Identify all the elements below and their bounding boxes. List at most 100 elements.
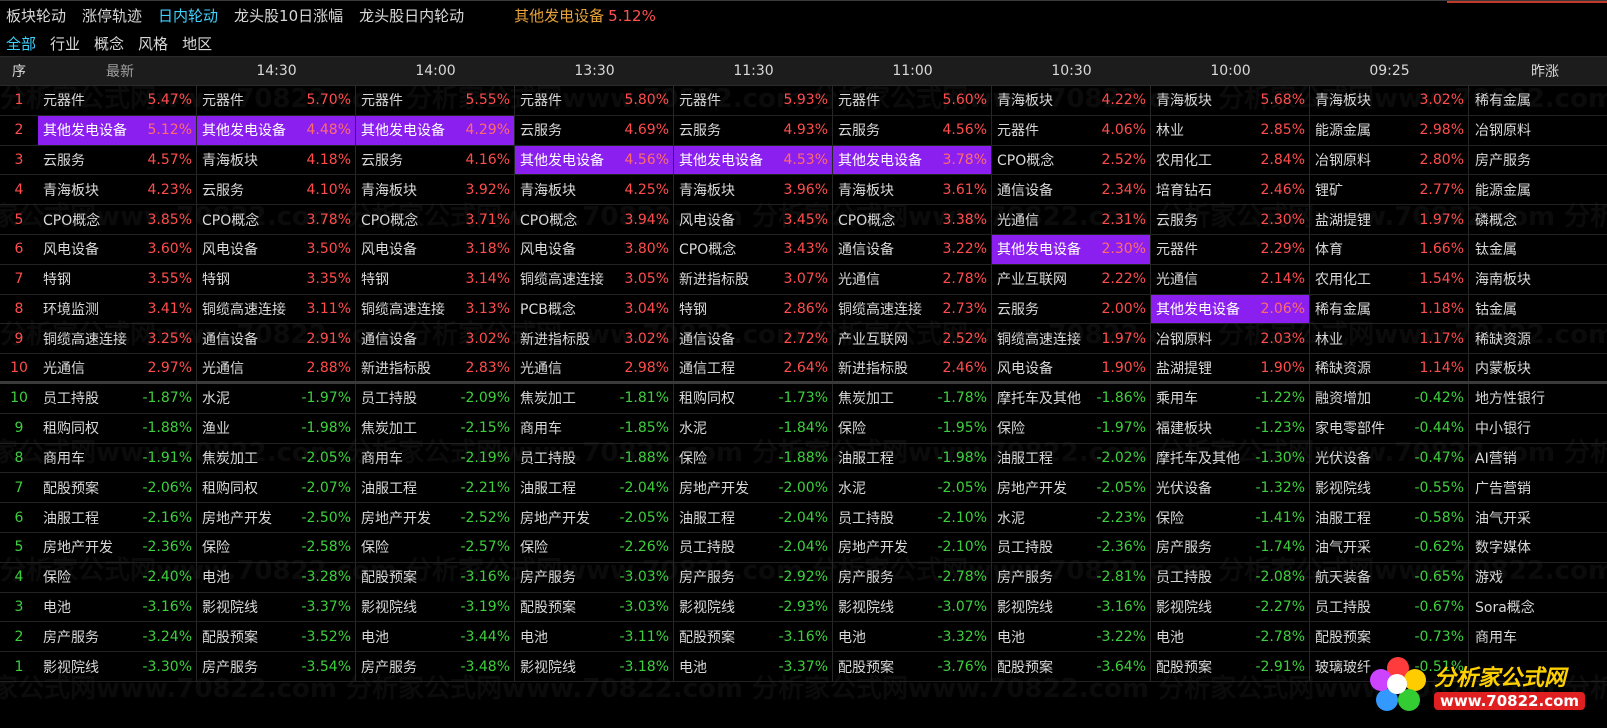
sector-cell[interactable]: 通信设备 2.34% (992, 175, 1151, 205)
sector-cell[interactable]: 员工持股 -2.10% (833, 503, 992, 532)
prev-gain-sector[interactable]: 冶钢原料 (1475, 123, 1531, 140)
sector-cell[interactable]: 铜缆高速连接 3.25% (38, 324, 197, 354)
sector-cell[interactable]: 配股预案 -3.76% (833, 652, 992, 681)
sector-cell[interactable]: 租购同权 -2.07% (197, 473, 356, 503)
sector-cell[interactable]: 冶钢原料 2.03% (1151, 324, 1310, 354)
sector-cell[interactable]: 商用车 -1.91% (38, 443, 197, 473)
prev-gain-sector[interactable]: 海南板块 (1475, 272, 1531, 289)
prev-gain-sector[interactable]: 数字媒体 (1475, 540, 1531, 557)
sector-cell[interactable]: CPO概念 3.94% (515, 205, 674, 234)
sector-cell[interactable]: 产业互联网 2.22% (992, 264, 1151, 294)
sector-cell[interactable]: 乘用车 -1.22% (1151, 383, 1310, 413)
sector-cell[interactable]: 新进指标股 3.02% (515, 324, 674, 354)
sector-cell[interactable]: 玻璃玻纤 -0.51% (1310, 652, 1469, 681)
sector-cell[interactable]: 元器件 5.70% (197, 86, 356, 115)
sector-cell[interactable]: 风电设备 3.45% (674, 205, 833, 234)
prev-gain-sector[interactable]: 稀缺资源 (1475, 331, 1531, 348)
sector-cell[interactable]: 产业互联网 2.52% (833, 324, 992, 354)
sector-cell[interactable]: 新进指标股 2.46% (833, 354, 992, 381)
sector-cell[interactable]: 房产服务 -2.81% (992, 562, 1151, 592)
sector-cell[interactable]: 房地产开发 -2.50% (197, 503, 356, 532)
sector-cell[interactable]: 风电设备 3.60% (38, 234, 197, 264)
sector-cell[interactable]: 油气开采 -0.62% (1310, 532, 1469, 562)
sector-cell[interactable]: 特钢 3.35% (197, 264, 356, 294)
sector-cell[interactable]: 光通信 2.14% (1151, 264, 1310, 294)
sector-cell[interactable]: 房产服务 -3.24% (38, 622, 197, 652)
sector-cell[interactable]: 电池 -3.22% (992, 622, 1151, 652)
sector-cell[interactable]: 福建板块 -1.23% (1151, 413, 1310, 443)
sector-cell[interactable]: 员工持股 -2.08% (1151, 562, 1310, 592)
sector-cell[interactable]: 影视院线 -3.18% (515, 652, 674, 681)
sector-cell[interactable]: 焦炭加工 -1.78% (833, 383, 992, 413)
sector-cell[interactable]: 其他发电设备 4.53% (674, 145, 833, 175)
sector-cell[interactable]: 云服务 2.00% (992, 294, 1151, 324)
sector-cell[interactable]: 稀有金属 1.18% (1310, 294, 1469, 324)
prev-gain-sector[interactable]: 钛金属 (1475, 242, 1517, 259)
sector-cell[interactable]: 培育钻石 2.46% (1151, 175, 1310, 205)
sector-cell[interactable]: 光通信 2.97% (38, 354, 197, 381)
sector-cell[interactable]: 配股预案 -2.91% (1151, 652, 1310, 681)
sector-cell[interactable]: 通信设备 2.91% (197, 324, 356, 354)
sector-cell[interactable]: 航天装备 -0.65% (1310, 562, 1469, 592)
header-1330[interactable]: 13:30 (574, 63, 615, 79)
header-1400[interactable]: 14:00 (415, 63, 456, 79)
sector-cell[interactable]: 体育 1.66% (1310, 234, 1469, 264)
sector-cell[interactable]: 电池 -3.37% (674, 652, 833, 681)
sector-cell[interactable]: 房产服务 -3.54% (197, 652, 356, 681)
sector-cell[interactable]: 冶钢原料 2.80% (1310, 145, 1469, 175)
sector-cell[interactable]: 云服务 2.30% (1151, 205, 1310, 234)
sector-cell[interactable]: 房地产开发 -2.05% (992, 473, 1151, 503)
tab-leader-10day[interactable]: 龙头股10日涨幅 (234, 7, 344, 25)
tab-intraday-rotation[interactable]: 日内轮动 (158, 7, 219, 25)
sector-cell[interactable]: 油服工程 -2.16% (38, 503, 197, 532)
sector-cell[interactable]: 云服务 4.10% (197, 175, 356, 205)
sector-cell[interactable]: 员工持股 -2.09% (356, 383, 515, 413)
sector-cell[interactable]: 青海板块 4.18% (197, 145, 356, 175)
filter-concept[interactable]: 概念 (94, 34, 125, 53)
sector-cell[interactable]: 其他发电设备 3.78% (833, 145, 992, 175)
sector-cell[interactable]: 风电设备 3.50% (197, 234, 356, 264)
sector-cell[interactable]: 水泥 -1.97% (197, 383, 356, 413)
sector-cell[interactable]: 融资增加 -0.42% (1310, 383, 1469, 413)
sector-cell[interactable]: 电池 -3.28% (197, 562, 356, 592)
sector-cell[interactable]: 元器件 5.47% (38, 86, 197, 115)
sector-cell[interactable]: 油服工程 -2.04% (674, 503, 833, 532)
sector-cell[interactable]: 风电设备 1.90% (992, 354, 1151, 381)
sector-cell[interactable]: 稀缺资源 1.14% (1310, 354, 1469, 381)
prev-gain-sector[interactable]: 稀有金属 (1475, 93, 1531, 110)
sector-cell[interactable]: 其他发电设备 4.48% (197, 115, 356, 145)
header-1030[interactable]: 10:30 (1051, 63, 1092, 79)
prev-gain-sector[interactable]: 地方性银行 (1475, 391, 1545, 408)
sector-cell[interactable]: 配股预案 -3.16% (356, 562, 515, 592)
sector-cell[interactable]: 配股预案 -3.64% (992, 652, 1151, 681)
sector-cell[interactable]: 油服工程 -1.98% (833, 443, 992, 473)
prev-gain-sector[interactable]: 油气开采 (1475, 510, 1531, 527)
sector-cell[interactable]: 水泥 -2.05% (833, 473, 992, 503)
tab-limit-up-track[interactable]: 涨停轨迹 (82, 7, 143, 25)
sector-cell[interactable]: 特钢 3.14% (356, 264, 515, 294)
tab-sector-rotation[interactable]: 板块轮动 (6, 7, 67, 25)
sector-cell[interactable]: 房地产开发 -2.05% (515, 503, 674, 532)
sector-cell[interactable]: 风电设备 3.80% (515, 234, 674, 264)
sector-cell[interactable]: 租购同权 -1.73% (674, 383, 833, 413)
sector-cell[interactable]: 油服工程 -2.21% (356, 473, 515, 503)
prev-gain-sector[interactable]: 广告营销 (1475, 480, 1531, 497)
sector-cell[interactable]: 焦炭加工 -2.15% (356, 413, 515, 443)
sector-cell[interactable]: 青海板块 5.68% (1151, 86, 1310, 115)
sector-cell[interactable]: 青海板块 4.22% (992, 86, 1151, 115)
prev-gain-sector[interactable]: 钴金属 (1475, 301, 1517, 318)
sector-cell[interactable]: 房产服务 -1.74% (1151, 532, 1310, 562)
sector-cell[interactable]: 油服工程 -2.04% (515, 473, 674, 503)
sector-cell[interactable]: 通信设备 3.02% (356, 324, 515, 354)
header-latest[interactable]: 最新 (106, 64, 134, 80)
sector-cell[interactable]: 云服务 4.56% (833, 115, 992, 145)
filter-all[interactable]: 全部 (6, 34, 37, 53)
prev-gain-sector[interactable]: 房产服务 (1475, 152, 1531, 169)
sector-cell[interactable]: 风电设备 3.18% (356, 234, 515, 264)
prev-gain-sector[interactable]: 商用车 (1475, 629, 1517, 646)
sector-cell[interactable]: 特钢 2.86% (674, 294, 833, 324)
sector-cell[interactable]: 铜缆高速连接 3.11% (197, 294, 356, 324)
sector-cell[interactable]: CPO概念 2.52% (992, 145, 1151, 175)
sector-cell[interactable]: 摩托车及其他 -1.86% (992, 383, 1151, 413)
sector-cell[interactable]: 影视院线 -2.27% (1151, 592, 1310, 622)
